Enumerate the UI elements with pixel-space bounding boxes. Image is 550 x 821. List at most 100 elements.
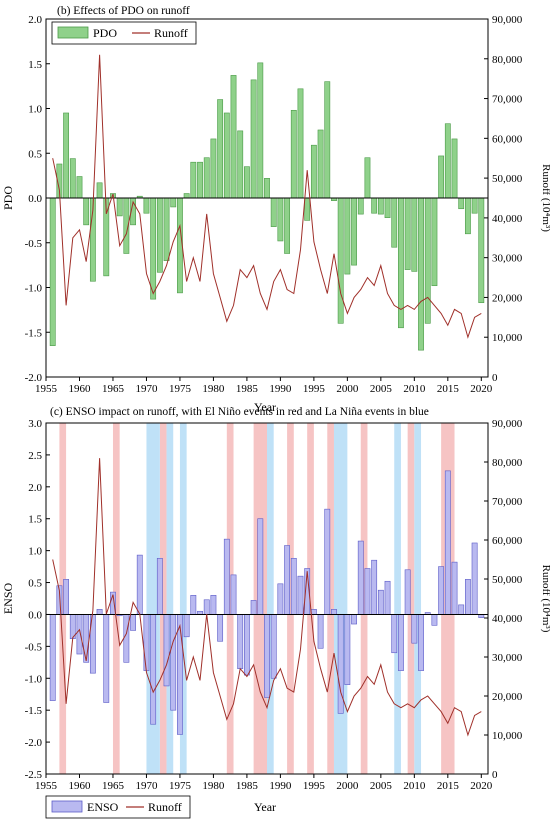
right-axis-tick-label: 20,000 [492,292,523,304]
enso-left-axis-label: ENSO [1,583,15,615]
x-axis-tick-label: 1995 [303,780,326,792]
pdo-bar [411,197,418,272]
x-axis-tick-label: 1980 [202,780,225,792]
enso-bar [391,614,398,654]
la-nina-band [333,423,348,774]
la-nina-band [166,423,174,774]
enso-bar [444,470,451,615]
enso-bar [438,566,445,615]
x-axis-tick-label: 1970 [135,383,158,395]
enso-bar [150,614,157,725]
right-axis-tick-label: 30,000 [492,652,523,664]
x-axis-tick-label: 1990 [269,780,292,792]
enso-bar [290,557,297,615]
pdo-bar [76,176,83,199]
pdo-bar [183,193,190,199]
enso-chart-title: (c) ENSO impact on runoff, with El Niño … [50,406,429,418]
pdo-chart-title: (b) Effects of PDO on runoff [57,5,190,17]
pdo-bar [83,197,90,226]
left-axis-tick-label: 3.0 [28,418,42,430]
pdo-bar [210,138,217,199]
enso-bar [96,609,103,615]
enso-x-axis-label: Year [254,800,276,814]
pdo-bar [324,81,331,199]
x-axis-tick-label: 2015 [437,780,460,792]
x-axis-tick-label: 1975 [169,383,192,395]
right-axis-tick-label: 60,000 [492,133,523,145]
right-axis-tick-label: 70,000 [492,496,523,508]
enso-bar [404,569,411,615]
enso-bar [377,589,384,615]
pdo-legend: PDO Runoff [51,21,197,45]
pdo-bar [471,197,478,214]
enso-bar [130,614,136,631]
x-axis-tick-label: 2020 [470,780,493,792]
enso-bar [270,614,277,679]
enso-bar [210,595,217,615]
left-axis-tick-label: 1.0 [28,546,42,558]
pdo-bar [257,62,264,199]
x-axis-tick-label: 2015 [437,383,460,395]
pdo-bar [190,161,197,199]
left-axis-tick-label: -1.0 [25,673,43,685]
right-axis-tick-label: 0 [492,769,498,781]
enso-bar [284,545,291,615]
enso-bar [237,614,244,669]
right-axis-tick-label: 60,000 [492,535,523,547]
pdo-right-axis-label: Runoff (10⁴m³) [540,164,550,232]
x-axis-tick-label: 2020 [470,383,493,395]
enso-bar [331,609,337,615]
la-nina-band [179,423,187,774]
pdo-bar [49,197,56,346]
x-axis-tick-label: 1985 [236,780,259,792]
pdo-legend-bar-label: PDO [93,26,117,40]
la-nina-band [414,423,422,774]
pdo-x-axis-ticks: 1955 1960 1965 1970 1975 1980 1985 1990 1995 2000… [35,377,493,395]
x-axis-tick-label: 1955 [35,780,58,792]
enso-right-axis-label: Runoff (10⁴m³) [540,565,550,633]
pdo-bar [290,109,297,199]
pdo-bar [297,88,304,199]
left-axis-tick-label: 0.5 [28,578,42,590]
pdo-left-axis-ticks: -2.0 -1.5 -1.0 -0.5 0.0 0.5 1.0 1.5 2.0 [25,14,50,384]
enso-bar [411,614,418,644]
pdo-bar [250,79,257,199]
left-axis-tick-label: 1.0 [28,104,42,116]
enso-legend-bar-label: ENSO [87,800,119,814]
right-axis-tick-label: 20,000 [492,691,523,703]
x-axis-tick-label: 2000 [336,383,359,395]
enso-bar [418,614,424,671]
enso-bar [344,614,351,685]
enso-legend-line-label: Runoff [148,800,182,814]
pdo-bar [364,157,371,199]
left-axis-tick-label: 0.0 [28,193,42,205]
enso-bar [230,574,237,615]
enso-bar [431,614,438,626]
pdo-bar [444,123,451,199]
enso-bar [143,614,150,671]
enso-bar [183,614,190,638]
pdo-bar [377,197,384,215]
pdo-bar [431,197,438,287]
enso-x-axis-ticks: 1955 1960 1965 1970 1975 1980 1985 1990 1995 2000… [35,774,493,792]
pdo-bar [284,197,291,254]
pdo-bar [464,197,471,235]
enso-bar [257,518,264,615]
left-axis-tick-label: 2.0 [28,14,42,26]
left-axis-tick-label: -0.5 [25,641,43,653]
x-axis-tick-label: 2005 [370,383,393,395]
right-axis-tick-label: 80,000 [492,457,523,469]
left-axis-tick-label: -1.5 [25,705,43,717]
left-axis-tick-label: 2.0 [28,482,42,494]
enso-bar [310,609,317,615]
enso-bar [317,614,324,649]
el-nino-band [112,423,120,774]
pdo-bar [63,112,70,199]
pdo-bar [310,144,317,199]
pdo-bar [418,197,424,351]
enso-left-axis-ticks: -2.5 -2.0 -1.5 -1.0 -0.5 0.0 0.5 1.0 1.5 2.0 2.5 3.… [25,418,50,781]
enso-bar [371,559,378,615]
enso-bar [364,568,371,615]
el-nino-band [360,423,368,774]
enso-bar [324,508,331,615]
